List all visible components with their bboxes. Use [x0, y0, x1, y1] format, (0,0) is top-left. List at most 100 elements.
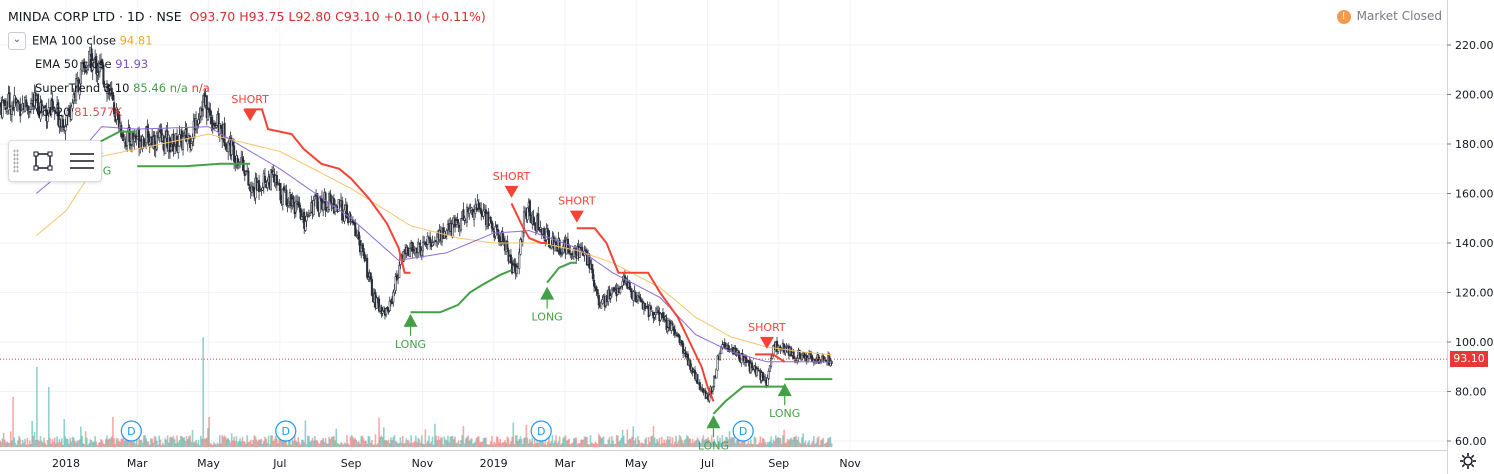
volume-bar	[807, 442, 809, 447]
volume-bar	[742, 438, 745, 447]
dividend-marker[interactable]	[732, 420, 754, 442]
candle-body	[635, 300, 638, 302]
legend-ema100[interactable]: ⌄ EMA 100 close 94.81	[8, 32, 153, 50]
volume-bar	[536, 439, 538, 447]
time-axis[interactable]: 2018 Mar May Jul Sep Nov 2019 Mar May Jul Sep Nov	[0, 450, 1447, 474]
candle-body	[792, 351, 795, 360]
price-tick-label: 60.00	[1455, 435, 1487, 448]
dividend-marker[interactable]	[530, 420, 552, 442]
volume-bar	[799, 443, 802, 447]
volume-bar	[390, 437, 392, 447]
volume-bar	[77, 440, 80, 447]
volume-bar	[207, 427, 209, 447]
candle-body	[545, 228, 548, 240]
candle-body	[767, 370, 770, 379]
price-axis[interactable]: 60.00 80.00 100.00 120.00 140.00 160.00 180.00…	[1447, 0, 1494, 474]
volume-bar	[23, 442, 25, 447]
volume-bar	[482, 437, 485, 447]
volume-bar	[803, 442, 806, 447]
volume-bar	[592, 443, 594, 447]
volume-bar	[796, 439, 799, 447]
volume-bar	[704, 438, 707, 447]
volume-bar	[15, 444, 18, 447]
volume-bar	[4, 439, 6, 447]
volume-bar	[476, 436, 479, 447]
chevron-down-icon[interactable]: ⌄	[8, 32, 26, 50]
volume-bar	[200, 435, 202, 447]
dividend-marker[interactable]	[120, 420, 142, 442]
volume-bar	[404, 442, 406, 447]
volume-bar	[386, 440, 389, 447]
volume-bar	[609, 443, 612, 447]
volume-bar	[658, 437, 661, 447]
candle-body	[398, 265, 401, 278]
candle-body	[242, 159, 245, 171]
volume-bar	[603, 443, 606, 447]
volume-bar	[475, 437, 478, 447]
volume-bar	[615, 435, 618, 447]
candle-body	[771, 355, 774, 359]
volume-bar	[52, 441, 55, 447]
candle-body	[713, 376, 716, 387]
candle-body	[227, 141, 230, 153]
candle-body	[480, 208, 483, 215]
rectangle-tool-icon[interactable]	[33, 151, 53, 171]
dividend-marker[interactable]	[275, 420, 297, 442]
supertrend-up-line	[546, 261, 577, 284]
volume-bar	[501, 442, 504, 447]
warning-icon[interactable]: !	[1336, 9, 1351, 24]
volume-bar	[181, 436, 183, 447]
volume-bar	[570, 443, 573, 447]
volume-bar	[112, 416, 114, 447]
legend-volume[interactable]: Vol 20 81.577K	[35, 105, 122, 119]
candle-body	[619, 288, 622, 294]
volume-bar	[763, 438, 765, 447]
candle-body	[392, 291, 395, 303]
candle-body	[636, 295, 640, 301]
volume-bar	[691, 438, 694, 447]
volume-bar	[436, 440, 439, 447]
volume-bar	[379, 436, 382, 447]
settings-gear-icon[interactable]	[1459, 452, 1477, 470]
volume-bar	[246, 435, 248, 447]
volume-bar	[36, 367, 38, 447]
volume-bar	[463, 443, 466, 447]
candle-body	[190, 143, 193, 150]
volume-bar	[664, 442, 667, 447]
candle-body	[721, 344, 724, 349]
candle-body	[292, 196, 295, 205]
drag-handle-icon[interactable]	[13, 149, 19, 173]
volume-bar	[601, 437, 604, 447]
candle-body	[247, 170, 250, 186]
legend-supertrend[interactable]: SuperTrend 3 10 85.46 n/a n/a	[35, 81, 210, 95]
candle-body	[85, 71, 88, 74]
candle-body	[638, 295, 641, 298]
candle-body	[361, 244, 364, 249]
candle-body	[417, 241, 420, 253]
volume-bar	[455, 443, 458, 447]
volume-bar	[663, 439, 665, 447]
drawing-toolbar[interactable]	[8, 140, 102, 182]
volume-bar	[185, 436, 188, 447]
legend-ema50[interactable]: EMA 50 close 91.93	[35, 57, 148, 71]
volume-bar	[291, 439, 294, 447]
volume-bar	[261, 443, 264, 447]
lines-tool-icon[interactable]	[69, 151, 95, 171]
volume-bar	[621, 429, 624, 447]
volume-bar	[464, 438, 467, 447]
market-status[interactable]: ! Market Closed	[1336, 9, 1442, 24]
volume-bar	[361, 435, 364, 447]
volume-bar	[287, 439, 290, 447]
volume-bar	[110, 436, 113, 447]
candle-body	[345, 204, 349, 219]
candle-body	[501, 231, 504, 241]
volume-bar	[122, 436, 125, 447]
candle-body	[790, 347, 793, 357]
candle-body	[96, 72, 99, 76]
candle-body	[91, 60, 94, 71]
candle-body	[170, 146, 173, 151]
volume-bar	[28, 440, 31, 447]
volume-bar	[158, 435, 161, 447]
